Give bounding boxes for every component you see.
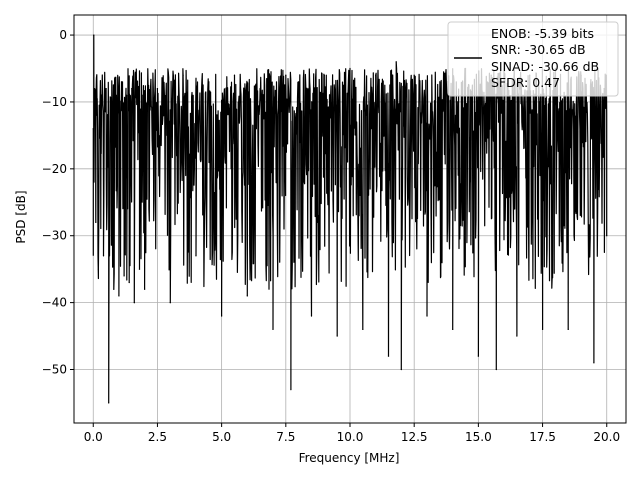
psd-data-point <box>93 87 96 90</box>
x-tick-label: 7.5 <box>276 430 295 444</box>
y-tick-label: −20 <box>42 162 67 176</box>
legend-enob: ENOB: -5.39 bits <box>491 26 594 41</box>
psd-data-point <box>272 328 274 330</box>
psd-data-point <box>113 288 115 290</box>
psd-data-point <box>233 74 236 76</box>
psd-data-point <box>93 34 95 36</box>
psd-data-point <box>426 315 428 317</box>
psd-data-point <box>108 402 110 404</box>
legend-box <box>447 21 619 97</box>
y-tick-label: 0 <box>59 28 67 42</box>
axis-ticks: 0.0 2.5 5.0 7.5 10.0 12.5 15.0 17.5 20.0 0 −10 −20 −… <box>42 28 620 444</box>
psd-data-point <box>567 328 569 330</box>
psd-data-point <box>375 74 377 76</box>
psd-data-point <box>115 94 117 96</box>
psd-data-point <box>133 302 135 304</box>
psd-data-point <box>195 255 197 257</box>
psd-data-point <box>285 74 287 76</box>
legend-snr: SNR: -30.65 dB <box>491 42 586 57</box>
x-tick-label: 2.5 <box>148 430 167 444</box>
x-axis-label: Frequency [MHz] <box>299 451 400 465</box>
x-tick-label: 5.0 <box>212 430 231 444</box>
y-tick-label: −50 <box>42 362 67 376</box>
psd-data-point <box>102 255 105 257</box>
psd-data-point <box>182 74 184 76</box>
x-tick-label: 15.0 <box>465 430 492 444</box>
psd-data-point <box>96 114 98 116</box>
psd-data-point <box>144 288 146 290</box>
legend-sfdr: SFDR: 0.47 <box>491 75 560 90</box>
psd-data-point <box>387 355 390 357</box>
psd-data-point <box>95 221 97 223</box>
psd-data-point <box>400 368 402 371</box>
psd-data-point <box>452 328 454 330</box>
x-tick-label: 12.5 <box>401 430 428 444</box>
psd-data-point <box>541 328 544 330</box>
psd-data-point <box>310 315 313 317</box>
legend-sinad: SINAD: -30.66 dB <box>491 59 599 74</box>
y-tick-label: −10 <box>42 95 67 109</box>
psd-data-point <box>516 335 518 337</box>
psd-data-point <box>290 388 292 391</box>
psd-data-point <box>105 87 107 90</box>
psd-data-point <box>208 81 210 83</box>
psd-data-point <box>131 87 133 90</box>
psd-data-point <box>100 94 102 96</box>
legend: ENOB: -5.39 bits SNR: -30.65 dB SINAD: -… <box>447 21 619 97</box>
psd-data-point <box>362 328 364 330</box>
psd-data-point <box>221 315 223 317</box>
psd-data-point <box>169 302 171 304</box>
psd-data-point <box>395 61 397 63</box>
psd-data-point <box>298 81 300 83</box>
psd-data-point <box>606 235 608 237</box>
psd-data-point <box>336 335 338 337</box>
psd-data-point <box>97 268 99 270</box>
psd-data-point <box>110 101 112 103</box>
psd-data-point <box>349 67 351 70</box>
psd-data-point <box>495 368 497 371</box>
y-tick-label: −40 <box>42 296 67 310</box>
psd-data-point <box>123 275 125 277</box>
psd-data-point <box>439 81 441 83</box>
y-axis-label: PSD [dB] <box>14 190 28 243</box>
psd-data-point <box>92 128 94 130</box>
x-tick-label: 0.0 <box>84 430 103 444</box>
psd-data-point <box>323 74 325 76</box>
x-tick-label: 20.0 <box>593 430 620 444</box>
psd-data-point <box>156 87 159 90</box>
psd-data-point <box>413 74 415 76</box>
psd-data-point <box>118 295 120 297</box>
psd-data-point <box>259 87 261 90</box>
psd-data-point <box>138 268 141 270</box>
x-tick-label: 17.5 <box>529 430 556 444</box>
psd-data-point <box>136 81 138 83</box>
psd-data-point <box>128 281 130 284</box>
psd-data-point <box>120 81 123 83</box>
y-tick-label: −30 <box>42 229 67 243</box>
x-tick-label: 10.0 <box>337 430 364 444</box>
psd-data-point <box>126 94 128 96</box>
psd-data-point <box>246 295 248 297</box>
psd-data-point <box>477 355 479 357</box>
psd-data-point <box>141 94 143 96</box>
psd-data-point <box>593 362 595 364</box>
